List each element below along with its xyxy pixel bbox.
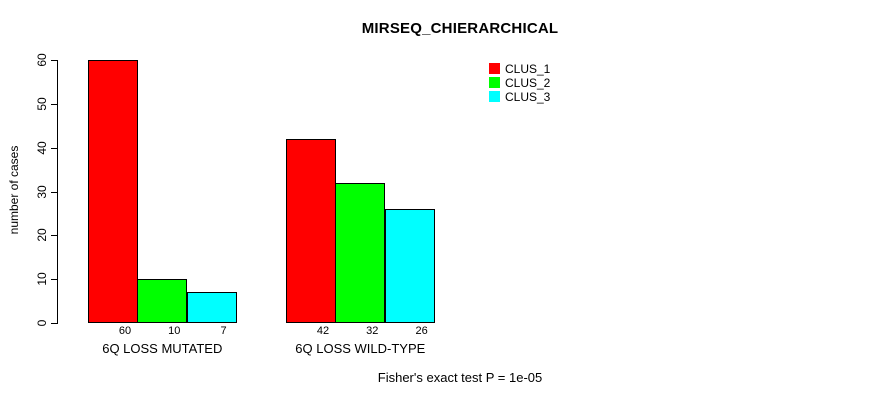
y-axis-line: [57, 60, 58, 324]
bar-clus_2-group2: [335, 182, 386, 323]
chart-title: MIRSEQ_CHIERARCHICAL: [361, 20, 559, 37]
legend-label-clus_3: CLUS_3: [505, 90, 551, 104]
bar-value-label: 60: [118, 324, 132, 337]
y-tick-label: 10: [35, 272, 49, 286]
bar-clus_1-group2: [286, 138, 336, 323]
bar-value-label: 42: [316, 324, 330, 337]
fisher-test-annotation: Fisher's exact test P = 1e-05: [377, 370, 543, 385]
y-tick-label: 20: [35, 228, 49, 243]
y-tick-mark: [51, 191, 57, 193]
bar-clus_3-group2: [384, 209, 435, 323]
y-axis-title: number of cases: [7, 145, 21, 235]
y-tick-mark: [51, 147, 57, 149]
legend-label-clus_2: CLUS_2: [505, 76, 551, 90]
bar-clus_3-group1: [186, 292, 237, 323]
y-tick-mark: [51, 103, 57, 105]
legend-label-clus_1: CLUS_1: [505, 62, 551, 76]
y-tick-mark: [51, 279, 57, 281]
bar-value-label: 32: [366, 324, 379, 337]
y-tick-label: 0: [35, 319, 49, 327]
bar-value-label: 10: [168, 324, 181, 337]
bar-value-label: 26: [415, 324, 428, 337]
legend-swatch-clus_3: [489, 91, 500, 102]
bar-value-label: 7: [220, 324, 227, 337]
x-category-label-2: 6Q LOSS WILD-TYPE: [295, 341, 426, 356]
y-tick-mark: [51, 60, 57, 61]
x-category-label-1: 6Q LOSS MUTATED: [102, 341, 223, 356]
y-tick-mark: [51, 235, 57, 237]
y-tick-label: 50: [35, 97, 49, 111]
y-tick-mark: [51, 323, 57, 324]
legend-swatch-clus_2: [489, 77, 500, 88]
y-tick-label: 30: [35, 184, 49, 199]
y-tick-label: 60: [35, 53, 49, 67]
y-tick-label: 40: [35, 140, 49, 155]
legend-swatch-clus_1: [489, 63, 500, 74]
bar-clus_2-group1: [137, 279, 188, 323]
bar-clus_1-group1: [88, 60, 138, 323]
